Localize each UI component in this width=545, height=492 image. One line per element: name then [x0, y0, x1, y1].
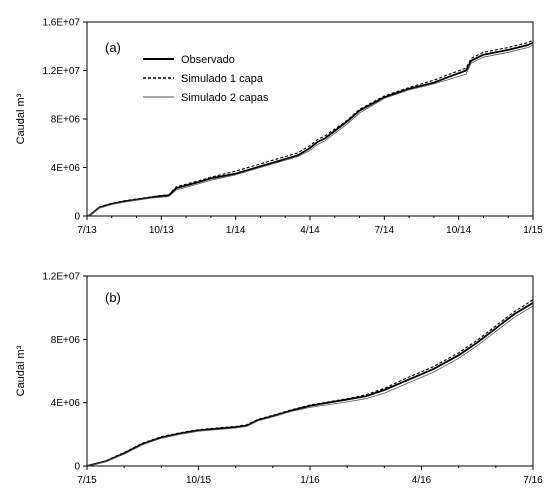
x-tick-label: 4/14	[300, 225, 320, 236]
chart-panel-b: 0 4E+06 8E+06 1.2E+07 7/15 10/15 1/16 4/16 7/16 C…	[15, 272, 543, 487]
y-tick-label: 0	[74, 462, 80, 473]
y-tick-label: 0	[74, 212, 80, 223]
x-tick-label: 7/14	[375, 225, 395, 236]
x-tick-label: 10/14	[446, 225, 471, 236]
panel-label: (b)	[105, 290, 121, 305]
series-line-2	[86, 299, 534, 467]
x-tick-label: 1/14	[226, 225, 246, 236]
legend-label: Observado	[181, 54, 235, 66]
x-tick-label: 10/15	[186, 475, 211, 486]
y-tick-label: 1.6E+07	[42, 18, 80, 29]
legend-label: Simulado 2 capas	[181, 92, 269, 104]
chart-panel-a: 0 4E+06 8E+06 1.2E+07 1.6E+07 7/13 10/13 1/14 4/…	[15, 18, 543, 237]
x-tick-label: 10/13	[149, 225, 174, 236]
panel-label: (a)	[105, 40, 121, 55]
series-line-1	[86, 41, 534, 217]
x-tick-label: 4/16	[412, 475, 432, 486]
y-axis-label: Caudal m³	[15, 345, 27, 396]
y-tick-label: 8E+06	[51, 335, 81, 346]
series-line-1	[86, 302, 534, 467]
y-axis-label: Caudal m³	[15, 93, 27, 144]
x-tick-label: 7/15	[77, 475, 97, 486]
x-tick-label: 7/16	[523, 475, 543, 486]
y-tick-label: 1.2E+07	[42, 272, 80, 283]
y-tick-label: 1.2E+07	[42, 66, 80, 77]
y-tick-label: 8E+06	[51, 115, 81, 126]
series-line-2	[86, 39, 534, 217]
y-tick-label: 4E+06	[51, 163, 81, 174]
x-tick-label: 1/15	[523, 225, 543, 236]
y-tick-label: 4E+06	[51, 398, 81, 409]
series-line-3	[86, 44, 534, 217]
x-tick-label: 7/13	[77, 225, 97, 236]
plot-frame	[86, 21, 534, 217]
legend-label: Simulado 1 capa	[181, 73, 264, 85]
legend: Observado Simulado 1 capa Simulado 2 capas	[143, 54, 269, 104]
series-line-3	[86, 305, 534, 467]
plot-frame	[86, 275, 534, 467]
x-tick-label: 1/16	[300, 475, 320, 486]
